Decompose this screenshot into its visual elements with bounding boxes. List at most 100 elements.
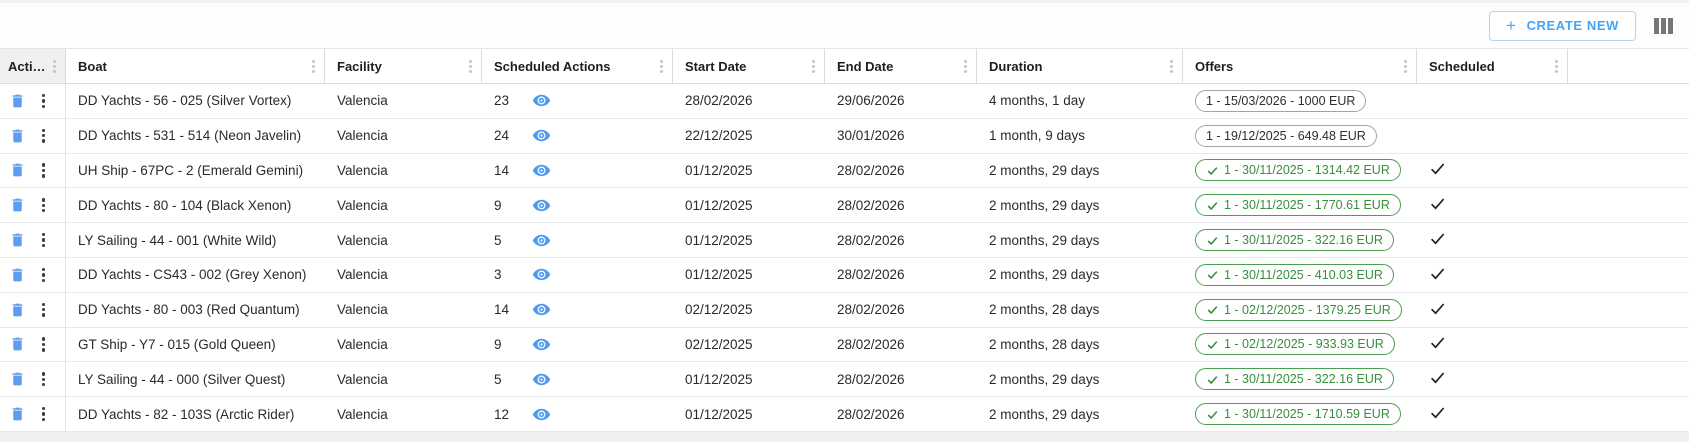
scheduled-actions-count: 5 [494,371,502,387]
horizontal-scrollbar-track[interactable] [0,431,1689,442]
row-menu-icon[interactable] [38,334,49,354]
scheduled-check-icon [1430,407,1445,419]
view-button[interactable] [532,126,551,145]
end-date-cell: 28/02/2026 [837,336,905,352]
view-button[interactable] [532,335,551,354]
row-menu-icon[interactable] [38,195,49,215]
eye-icon [532,408,551,420]
view-button[interactable] [532,196,551,215]
view-button[interactable] [532,370,551,389]
offer-chip[interactable]: 1 - 02/12/2025 - 933.93 EUR [1195,333,1395,356]
duration-cell: 2 months, 29 days [989,232,1100,248]
offer-chip[interactable]: 1 - 30/11/2025 - 1770.61 EUR [1195,194,1401,217]
trash-icon [12,233,23,247]
table-body: DD Yachts - 56 - 025 (Silver Vortex) Val… [0,84,1689,432]
column-menu-icon[interactable] [1400,57,1411,76]
boats-table: Acti… Boat Facility Scheduled Actions St… [0,48,1689,432]
trash-icon [12,164,23,177]
scheduled-actions-count: 24 [494,128,510,144]
offer-chip[interactable]: 1 - 30/11/2025 - 322.16 EUR [1195,368,1394,391]
end-date-cell: 28/02/2026 [837,267,905,283]
offer-chip[interactable]: 1 - 30/11/2025 - 1314.42 EUR [1195,159,1401,182]
column-menu-icon[interactable] [49,57,60,76]
boat-cell: LY Sailing - 44 - 001 (White Wild) [78,232,277,248]
eye-icon [532,303,551,316]
offer-check-icon [1207,167,1218,176]
view-button[interactable] [532,231,551,250]
start-date-cell: 02/12/2025 [685,336,753,352]
view-button[interactable] [532,265,551,284]
offer-check-icon [1207,375,1218,384]
offer-label: 1 - 30/11/2025 - 322.16 EUR [1224,372,1383,387]
delete-button[interactable] [8,230,27,250]
column-menu-icon[interactable] [1166,57,1177,76]
row-menu-icon[interactable] [38,404,49,424]
column-label: Offers [1195,58,1234,74]
delete-button[interactable] [8,126,27,146]
column-menu-icon[interactable] [656,57,667,76]
eye-icon [532,95,551,107]
scheduled-check-icon [1430,372,1445,384]
offer-label: 1 - 30/11/2025 - 322.16 EUR [1224,233,1383,248]
delete-button[interactable] [8,404,27,424]
eye-icon [532,373,551,385]
view-button[interactable] [532,405,551,424]
table-row: DD Yachts - CS43 - 002 (Grey Xenon) Vale… [0,257,1689,293]
delete-button[interactable] [8,195,27,215]
delete-button[interactable] [8,300,27,320]
eye-icon [532,338,551,351]
delete-button[interactable] [8,160,27,180]
boat-cell: DD Yachts - 531 - 514 (Neon Javelin) [78,128,302,144]
boat-cell: DD Yachts - CS43 - 002 (Grey Xenon) [78,267,307,283]
row-menu-icon[interactable] [38,126,49,146]
view-button[interactable] [532,300,551,319]
delete-button[interactable] [8,91,27,111]
delete-button[interactable] [8,265,27,285]
row-menu-icon[interactable] [38,369,49,389]
view-button[interactable] [532,161,551,180]
scheduled-check-icon [1430,163,1445,175]
eye-icon [532,164,551,177]
row-actions-cell [0,292,66,327]
column-menu-icon[interactable] [308,57,319,76]
row-menu-icon[interactable] [38,265,49,285]
offer-chip[interactable]: 1 - 30/11/2025 - 322.16 EUR [1195,229,1394,252]
offer-label: 1 - 02/12/2025 - 933.93 EUR [1224,337,1384,352]
column-menu-icon[interactable] [960,57,971,76]
offers-cell: 1 - 30/11/2025 - 1710.59 EUR [1183,403,1417,426]
offer-check-icon [1207,201,1218,210]
boat-cell: DD Yachts - 80 - 003 (Red Quantum) [78,302,300,318]
trash-icon [12,94,23,108]
scheduled-actions-cell: 14 [482,300,673,319]
scheduled-cell [1417,230,1568,250]
header-cell-boat: Boat [66,49,325,83]
row-menu-icon[interactable] [38,300,49,320]
column-settings-button[interactable] [1652,16,1675,36]
create-new-button[interactable]: + CREATE NEW [1489,10,1636,41]
view-button[interactable] [532,91,551,110]
trash-icon [12,129,23,143]
row-menu-icon[interactable] [38,230,49,250]
eye-icon [532,234,551,246]
column-menu-icon[interactable] [808,57,819,76]
table-row: DD Yachts - 531 - 514 (Neon Javelin) Val… [0,118,1689,154]
column-menu-icon[interactable] [1551,57,1562,76]
offer-chip[interactable]: 1 - 30/11/2025 - 1710.59 EUR [1195,403,1401,426]
offer-chip[interactable]: 1 - 19/12/2025 - 649.48 EUR [1195,124,1377,147]
column-menu-icon[interactable] [465,57,476,76]
toolbar: + CREATE NEW [0,3,1689,48]
offer-chip[interactable]: 1 - 02/12/2025 - 1379.25 EUR [1195,298,1402,321]
scheduled-actions-cell: 23 [482,91,673,110]
scheduled-actions-count: 9 [494,197,502,213]
delete-button[interactable] [8,369,27,389]
row-menu-icon[interactable] [38,91,49,111]
row-actions-cell [0,153,66,188]
scheduled-actions-cell: 9 [482,335,673,354]
delete-button[interactable] [8,334,27,354]
header-cell-start-date: Start Date [673,49,825,83]
offer-chip[interactable]: 1 - 30/11/2025 - 410.03 EUR [1195,263,1394,286]
row-menu-icon[interactable] [38,160,49,180]
scheduled-cell [1417,369,1568,389]
offer-chip[interactable]: 1 - 15/03/2026 - 1000 EUR [1195,89,1367,112]
offer-label: 1 - 30/11/2025 - 1314.42 EUR [1224,163,1390,178]
